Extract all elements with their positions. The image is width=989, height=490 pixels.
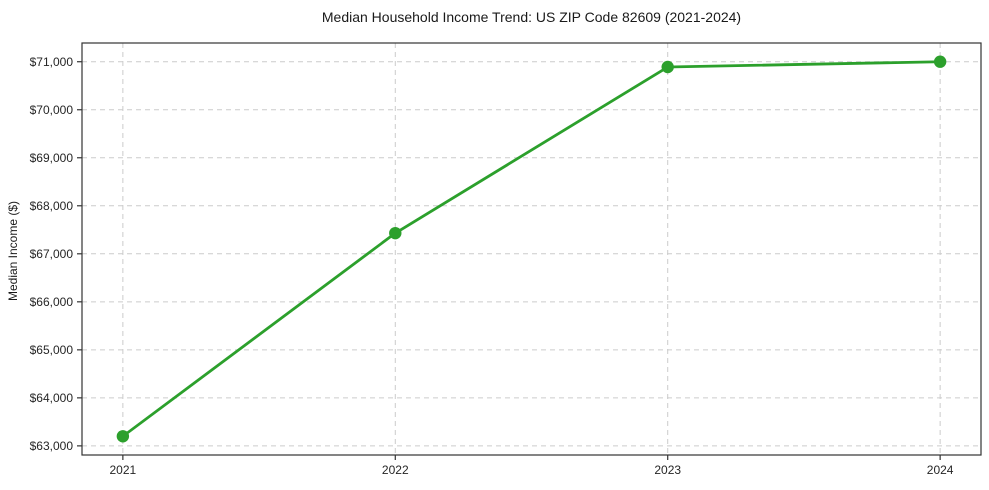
x-tick-label: 2024 bbox=[927, 463, 954, 477]
y-tick-label: $66,000 bbox=[30, 295, 74, 309]
data-line bbox=[121, 60, 942, 438]
y-tick-label: $70,000 bbox=[30, 103, 74, 117]
data-point bbox=[933, 55, 947, 68]
data-point bbox=[116, 430, 130, 443]
y-tick-label: $69,000 bbox=[30, 151, 74, 165]
chart-title: Median Household Income Trend: US ZIP Co… bbox=[321, 9, 742, 25]
y-tick-label: $71,000 bbox=[30, 55, 74, 69]
data-point bbox=[661, 60, 674, 74]
x-tick-label: 2023 bbox=[654, 463, 681, 477]
data-point bbox=[389, 226, 402, 240]
y-tick-label: $68,000 bbox=[30, 199, 74, 213]
y-tick-label: $63,000 bbox=[30, 439, 74, 453]
y-tick-label: $67,000 bbox=[30, 247, 74, 261]
y-tick-label: $64,000 bbox=[30, 391, 74, 405]
plot-border bbox=[81, 42, 982, 456]
y-tick-label: $65,000 bbox=[30, 343, 74, 357]
x-tick-label: 2021 bbox=[110, 463, 137, 477]
x-tick-label: 2022 bbox=[382, 463, 409, 477]
